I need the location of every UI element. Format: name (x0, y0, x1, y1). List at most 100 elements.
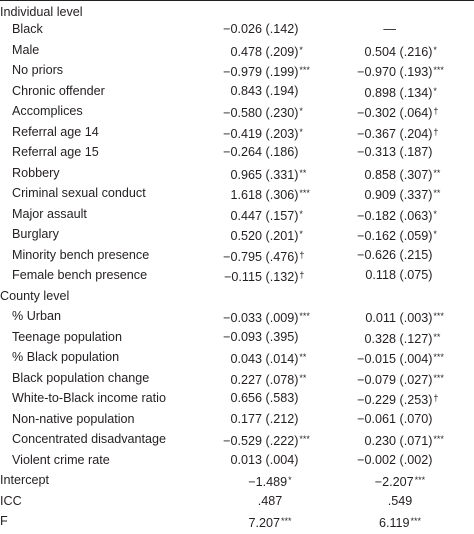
model-2-cell: −0.061 (.070) (338, 409, 474, 430)
model-1-cell: −0.115 (.132)† (212, 265, 332, 288)
standard-error: (.157) (262, 208, 299, 223)
coefficient: −0.419 (223, 126, 262, 141)
model-2-cell: −0.626 (.215) (338, 245, 474, 266)
standard-error: (.204) (396, 126, 433, 141)
significance-marker: * (299, 44, 303, 55)
coefficient: 0.898 (364, 85, 396, 100)
significance-marker: † (433, 126, 439, 137)
variable-label: Robbery (12, 165, 60, 180)
coefficient: −0.580 (223, 106, 262, 120)
model-1-cell: −0.795 (.476)† (212, 245, 332, 268)
standard-error: (.395) (262, 329, 299, 344)
table-row: Burglary 0.520 (.201)* −0.162 (.059)* (0, 224, 474, 245)
model-1-cell: −0.026 (.142) (212, 19, 332, 40)
standard-error: (.337) (396, 188, 433, 202)
model-2-cell: 0.858 (.307)** (338, 163, 474, 186)
table-row: Black population change 0.227 (.078)** −0.… (0, 368, 474, 389)
standard-error: (.230) (262, 106, 299, 120)
coefficient: 0.230 (364, 434, 396, 448)
standard-error: (.215) (396, 247, 433, 262)
model-2-cell: 0.328 (.127)** (338, 327, 474, 350)
significance-marker: * (433, 44, 437, 55)
coefficient: −0.162 (357, 229, 396, 243)
significance-marker: ** (299, 167, 307, 178)
significance-marker: *** (433, 434, 444, 444)
variable-label: Violent crime rate (12, 452, 110, 467)
standard-error: (.063) (396, 208, 433, 223)
coefficient: −0.079 (357, 372, 396, 387)
significance-marker: *** (299, 311, 310, 321)
model-2-stat: −2.207*** (330, 470, 470, 493)
coefficient: −0.626 (357, 247, 396, 262)
coefficient: 0.504 (364, 44, 396, 59)
model-2-cell: −0.367 (.204)† (338, 122, 474, 145)
coefficient: −0.229 (357, 393, 396, 407)
table-row: Robbery 0.965 (.331)** 0.858 (.307)** (0, 163, 474, 184)
section-title: County level (0, 288, 70, 303)
standard-error: (.002) (396, 452, 433, 467)
significance-marker: * (433, 229, 437, 239)
variable-label: Black population change (12, 370, 150, 385)
table-row: Criminal sexual conduct 1.618 (.306)*** 0.… (0, 183, 474, 204)
model-1-cell: 0.656 (.583) (212, 388, 332, 409)
model-2-cell: −0.970 (.193)*** (338, 60, 474, 83)
table-row: Non-native population 0.177 (.212) −0.061 … (0, 409, 474, 430)
coefficient: −0.182 (357, 208, 396, 223)
significance-marker: * (299, 126, 303, 137)
footer-label: Intercept (0, 473, 50, 487)
significance-marker: † (299, 270, 305, 280)
coefficient: 0.447 (230, 208, 262, 223)
section-heading: County level (0, 286, 474, 307)
significance-marker: ** (433, 188, 441, 198)
coefficient: −0.979 (223, 65, 262, 79)
model-1-cell: 0.843 (.194) (212, 81, 332, 102)
variable-label: No priors (12, 63, 64, 77)
significance-marker: *** (299, 434, 310, 444)
standard-error: (.071) (396, 434, 433, 448)
table-row: Minority bench presence −0.795 (.476)† −0.… (0, 245, 474, 266)
standard-error: (.075) (396, 268, 433, 282)
coefficient: −0.367 (357, 126, 396, 141)
significance-marker: * (299, 208, 303, 219)
table-row: Teenage population −0.093 (.395) 0.328 (.1… (0, 327, 474, 348)
standard-error: (.306) (262, 188, 299, 202)
standard-error: (.307) (396, 167, 433, 182)
coefficient: −0.033 (223, 311, 262, 325)
coefficient: −0.795 (223, 249, 262, 264)
coefficient: 0.965 (230, 167, 262, 182)
standard-error: (.059) (396, 229, 433, 243)
model-2-stat: .549 (330, 491, 470, 512)
standard-error: (.476) (262, 249, 299, 264)
model-2-cell: −0.313 (.187) (338, 142, 474, 163)
standard-error: (.199) (262, 65, 299, 79)
variable-label: Burglary (12, 227, 59, 241)
significance-marker: * (288, 475, 292, 485)
model-1-cell: 0.520 (.201)* (212, 224, 332, 247)
variable-label: Accomplices (12, 104, 83, 118)
model-1-cell: −0.580 (.230)* (212, 101, 332, 124)
table-row: White-to-Black income ratio 0.656 (.583) −… (0, 388, 474, 409)
standard-error: (.004) (262, 452, 299, 467)
variable-label: Concentrated disadvantage (12, 432, 167, 446)
variable-label: Male (12, 42, 40, 57)
model-1-cell: −0.264 (.186) (212, 142, 332, 163)
coefficient: −0.115 (224, 270, 262, 284)
statistic-value: −2.207 (374, 475, 414, 489)
standard-error: (.134) (396, 85, 433, 100)
coefficient: −0.093 (223, 329, 262, 344)
standard-error: (.186) (262, 145, 299, 159)
variable-label: Teenage population (12, 329, 122, 344)
table-row: Male 0.478 (.209)* 0.504 (.216)* (0, 40, 474, 61)
coefficient: 0.478 (230, 44, 262, 59)
standard-error: (.212) (262, 411, 299, 426)
standard-error: (.064) (396, 106, 433, 120)
significance-marker: *** (433, 372, 444, 383)
table-row: % Urban −0.033 (.009)*** 0.011 (.003)*** (0, 306, 474, 327)
model-2-cell: −0.162 (.059)* (338, 224, 474, 247)
significance-marker: * (299, 229, 303, 239)
model-2-cell: 0.230 (.071)*** (338, 429, 474, 452)
table-row: % Black population 0.043 (.014)** −0.015 (… (0, 347, 474, 368)
coefficient: 1.618 (230, 188, 262, 202)
significance-marker: *** (414, 475, 426, 485)
